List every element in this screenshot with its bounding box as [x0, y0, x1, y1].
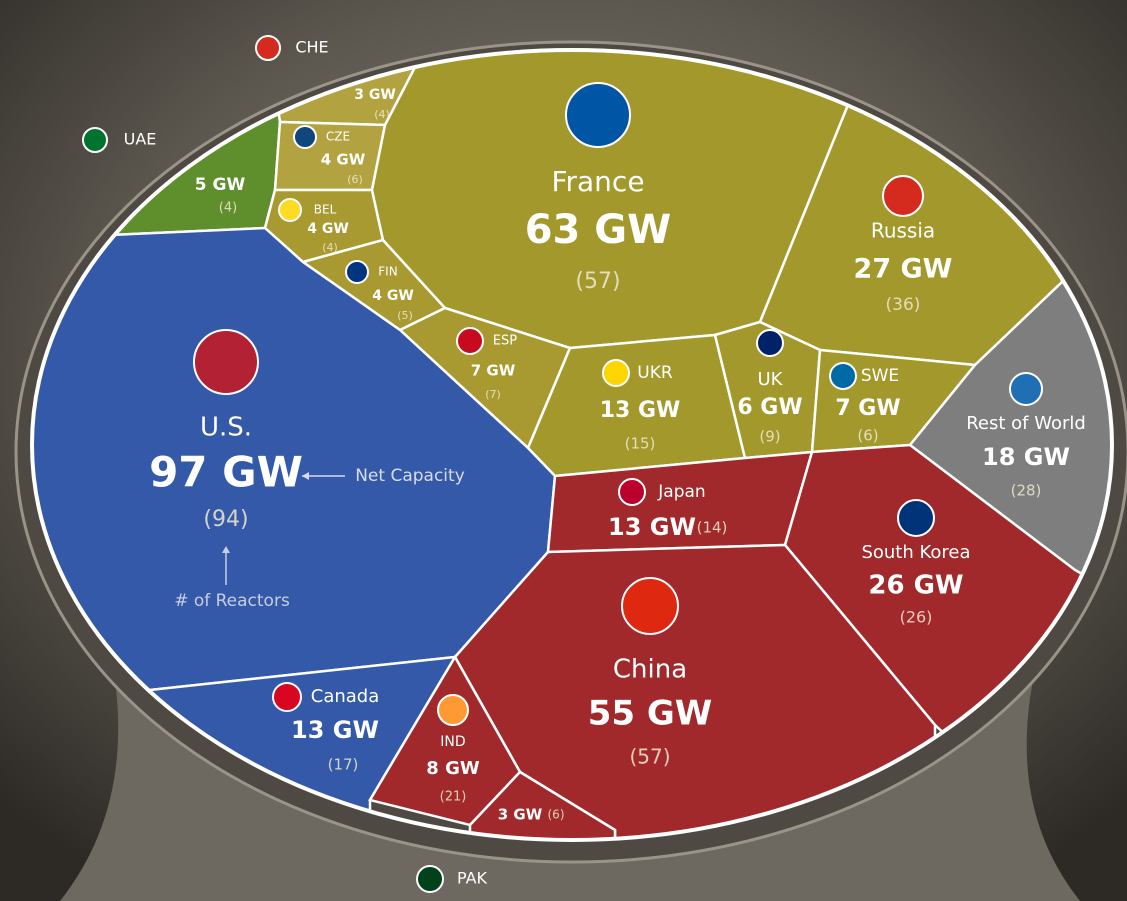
- capacity-label: 13 GW: [291, 716, 379, 744]
- flag: [756, 329, 784, 357]
- country-name: Rest of World: [966, 413, 1086, 434]
- capacity-label: 4 GW: [307, 221, 349, 237]
- reactor-label: (57): [629, 745, 670, 769]
- country-name: Russia: [871, 219, 935, 243]
- capacity-label: 4 GW: [321, 151, 366, 169]
- flag: [618, 478, 646, 506]
- country-name: CZE: [326, 130, 350, 144]
- flag: [829, 362, 857, 390]
- country-name: UKR: [637, 363, 673, 383]
- flag: [437, 694, 469, 726]
- flag: [416, 865, 444, 893]
- flag: [255, 35, 281, 61]
- outline: [30, 48, 1114, 842]
- capacity-label: 7 GW: [471, 362, 516, 380]
- reactor-label: (14): [697, 519, 728, 537]
- arrow-head: [302, 472, 309, 480]
- capacity-label: 3 GW: [354, 87, 396, 103]
- flag: [456, 327, 484, 355]
- country-name: FIN: [378, 265, 397, 279]
- capacity-label: 3 GW: [498, 806, 543, 824]
- arrow-head: [222, 546, 230, 553]
- annotation: # of Reactors: [174, 591, 290, 611]
- country-name: UK: [758, 369, 784, 390]
- flag: [193, 329, 259, 395]
- capacity-label: 4 GW: [372, 288, 414, 304]
- capacity-label: 63 GW: [525, 207, 672, 253]
- country-name: Japan: [657, 482, 705, 502]
- reactor-label: (21): [440, 790, 467, 805]
- country-name: Canada: [311, 686, 380, 707]
- country-name: ESP: [493, 334, 517, 349]
- capacity-label: 27 GW: [854, 254, 953, 285]
- country-name: China: [613, 655, 687, 685]
- reactor-label: (15): [625, 435, 656, 453]
- flag: [602, 359, 630, 387]
- capacity-label: 13 GW: [608, 513, 696, 541]
- cell: [468, 770, 617, 840]
- reactor-label: (26): [900, 608, 933, 627]
- capacity-label: 18 GW: [982, 443, 1070, 471]
- reactor-label: (6): [548, 808, 565, 822]
- capacity-label: 8 GW: [426, 758, 480, 779]
- reactor-label: (6): [347, 173, 363, 186]
- capacity-label: 26 GW: [868, 571, 963, 601]
- capacity-label: 6 GW: [737, 395, 802, 420]
- flag: [272, 682, 302, 712]
- reactor-label: (28): [1011, 482, 1042, 500]
- flag: [882, 175, 924, 217]
- country-name: IND: [440, 734, 465, 750]
- reactor-label: (7): [485, 388, 501, 401]
- flag: [621, 577, 679, 635]
- country-name: BEL: [314, 203, 337, 217]
- flag: [293, 125, 317, 149]
- country-name: SWE: [861, 366, 899, 386]
- reactor-label: (94): [203, 507, 248, 532]
- country-name: U.S.: [200, 413, 252, 443]
- country-name: France: [551, 165, 644, 198]
- reactor-label: (17): [328, 756, 359, 774]
- flag: [278, 198, 302, 222]
- reactor-label: (36): [886, 295, 921, 315]
- country-name: South Korea: [861, 542, 970, 563]
- capacity-label: 97 GW: [149, 448, 303, 497]
- reactor-label: (57): [575, 269, 620, 294]
- country-name: PAK: [457, 869, 488, 888]
- country-name: UAE: [124, 130, 157, 149]
- capacity-label: 55 GW: [588, 694, 713, 734]
- reactor-label: (4): [219, 201, 237, 216]
- reactor-label: (9): [759, 428, 780, 446]
- reactor-label: (4): [322, 241, 338, 254]
- flag: [565, 82, 631, 148]
- country-name: CHE: [295, 38, 328, 57]
- flag: [897, 499, 935, 537]
- annotations: Net Capacity # of Reactors: [174, 466, 465, 611]
- flag: [345, 260, 369, 284]
- reactor-label: (6): [857, 427, 878, 445]
- capacity-label: 5 GW: [195, 175, 246, 195]
- flag: [1009, 372, 1043, 406]
- capacity-label: 13 GW: [600, 398, 681, 423]
- annotation: Net Capacity: [355, 466, 465, 486]
- flag: [82, 127, 108, 153]
- reactor-label: (4): [374, 108, 390, 121]
- reactor-label: (5): [397, 309, 413, 322]
- capacity-label: 7 GW: [835, 396, 900, 421]
